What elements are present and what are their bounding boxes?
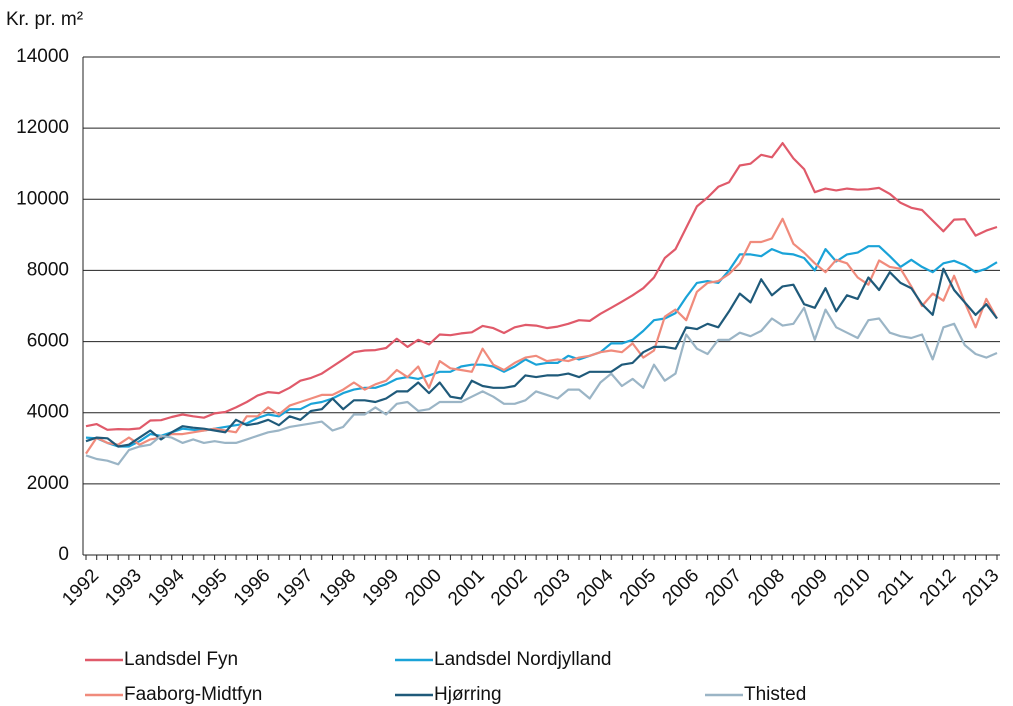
legend-label: Landsdel Fyn (124, 649, 238, 670)
x-tick-label: 2004 (573, 565, 618, 610)
y-tick-label: 14000 (16, 46, 69, 67)
x-tick-label: 1992 (58, 565, 103, 610)
x-tick-label: 1993 (101, 565, 146, 610)
legend-label: Hjørring (434, 684, 502, 705)
x-tick-label: 2011 (874, 565, 918, 609)
series-line (85, 306, 998, 466)
x-tick-label: 2009 (787, 565, 832, 610)
x-tick-label: 2003 (530, 565, 575, 610)
y-tick-label: 6000 (27, 331, 69, 352)
y-tick-label: 12000 (16, 117, 69, 138)
x-tick-label: 2006 (659, 565, 704, 610)
series-line (85, 217, 998, 455)
y-tick-label: 4000 (27, 402, 69, 423)
y-tick-label: 2000 (27, 473, 69, 494)
x-tick-label: 2000 (401, 565, 446, 610)
series-line (85, 142, 998, 431)
y-tick-label: 8000 (27, 259, 69, 280)
x-tick-label: 2005 (616, 565, 661, 610)
x-tick-label: 2012 (916, 565, 961, 610)
x-tick-label: 1998 (316, 565, 361, 610)
legend-label: Thisted (744, 684, 806, 705)
x-tick-label: 2002 (487, 565, 532, 610)
x-tick-label: 2008 (744, 565, 789, 610)
legend-label: Faaborg-Midtfyn (124, 684, 262, 705)
series-line (85, 267, 998, 448)
x-tick-label: 2010 (830, 565, 875, 610)
y-tick-label: 10000 (16, 188, 69, 209)
series-line (85, 245, 998, 448)
x-tick-label: 2013 (959, 565, 1004, 610)
x-tick-label: 1995 (187, 565, 232, 610)
x-tick-label: 1997 (273, 565, 318, 610)
legend-label: Landsdel Nordjylland (434, 649, 611, 670)
y-tick-label: 0 (58, 544, 69, 565)
x-tick-label: 1994 (144, 565, 189, 610)
x-tick-label: 2007 (701, 565, 746, 610)
x-tick-label: 1996 (230, 565, 275, 610)
y-axis-label: Kr. pr. m² (6, 9, 83, 30)
x-tick-label: 2001 (444, 565, 489, 610)
x-tick-label: 1999 (358, 565, 403, 610)
